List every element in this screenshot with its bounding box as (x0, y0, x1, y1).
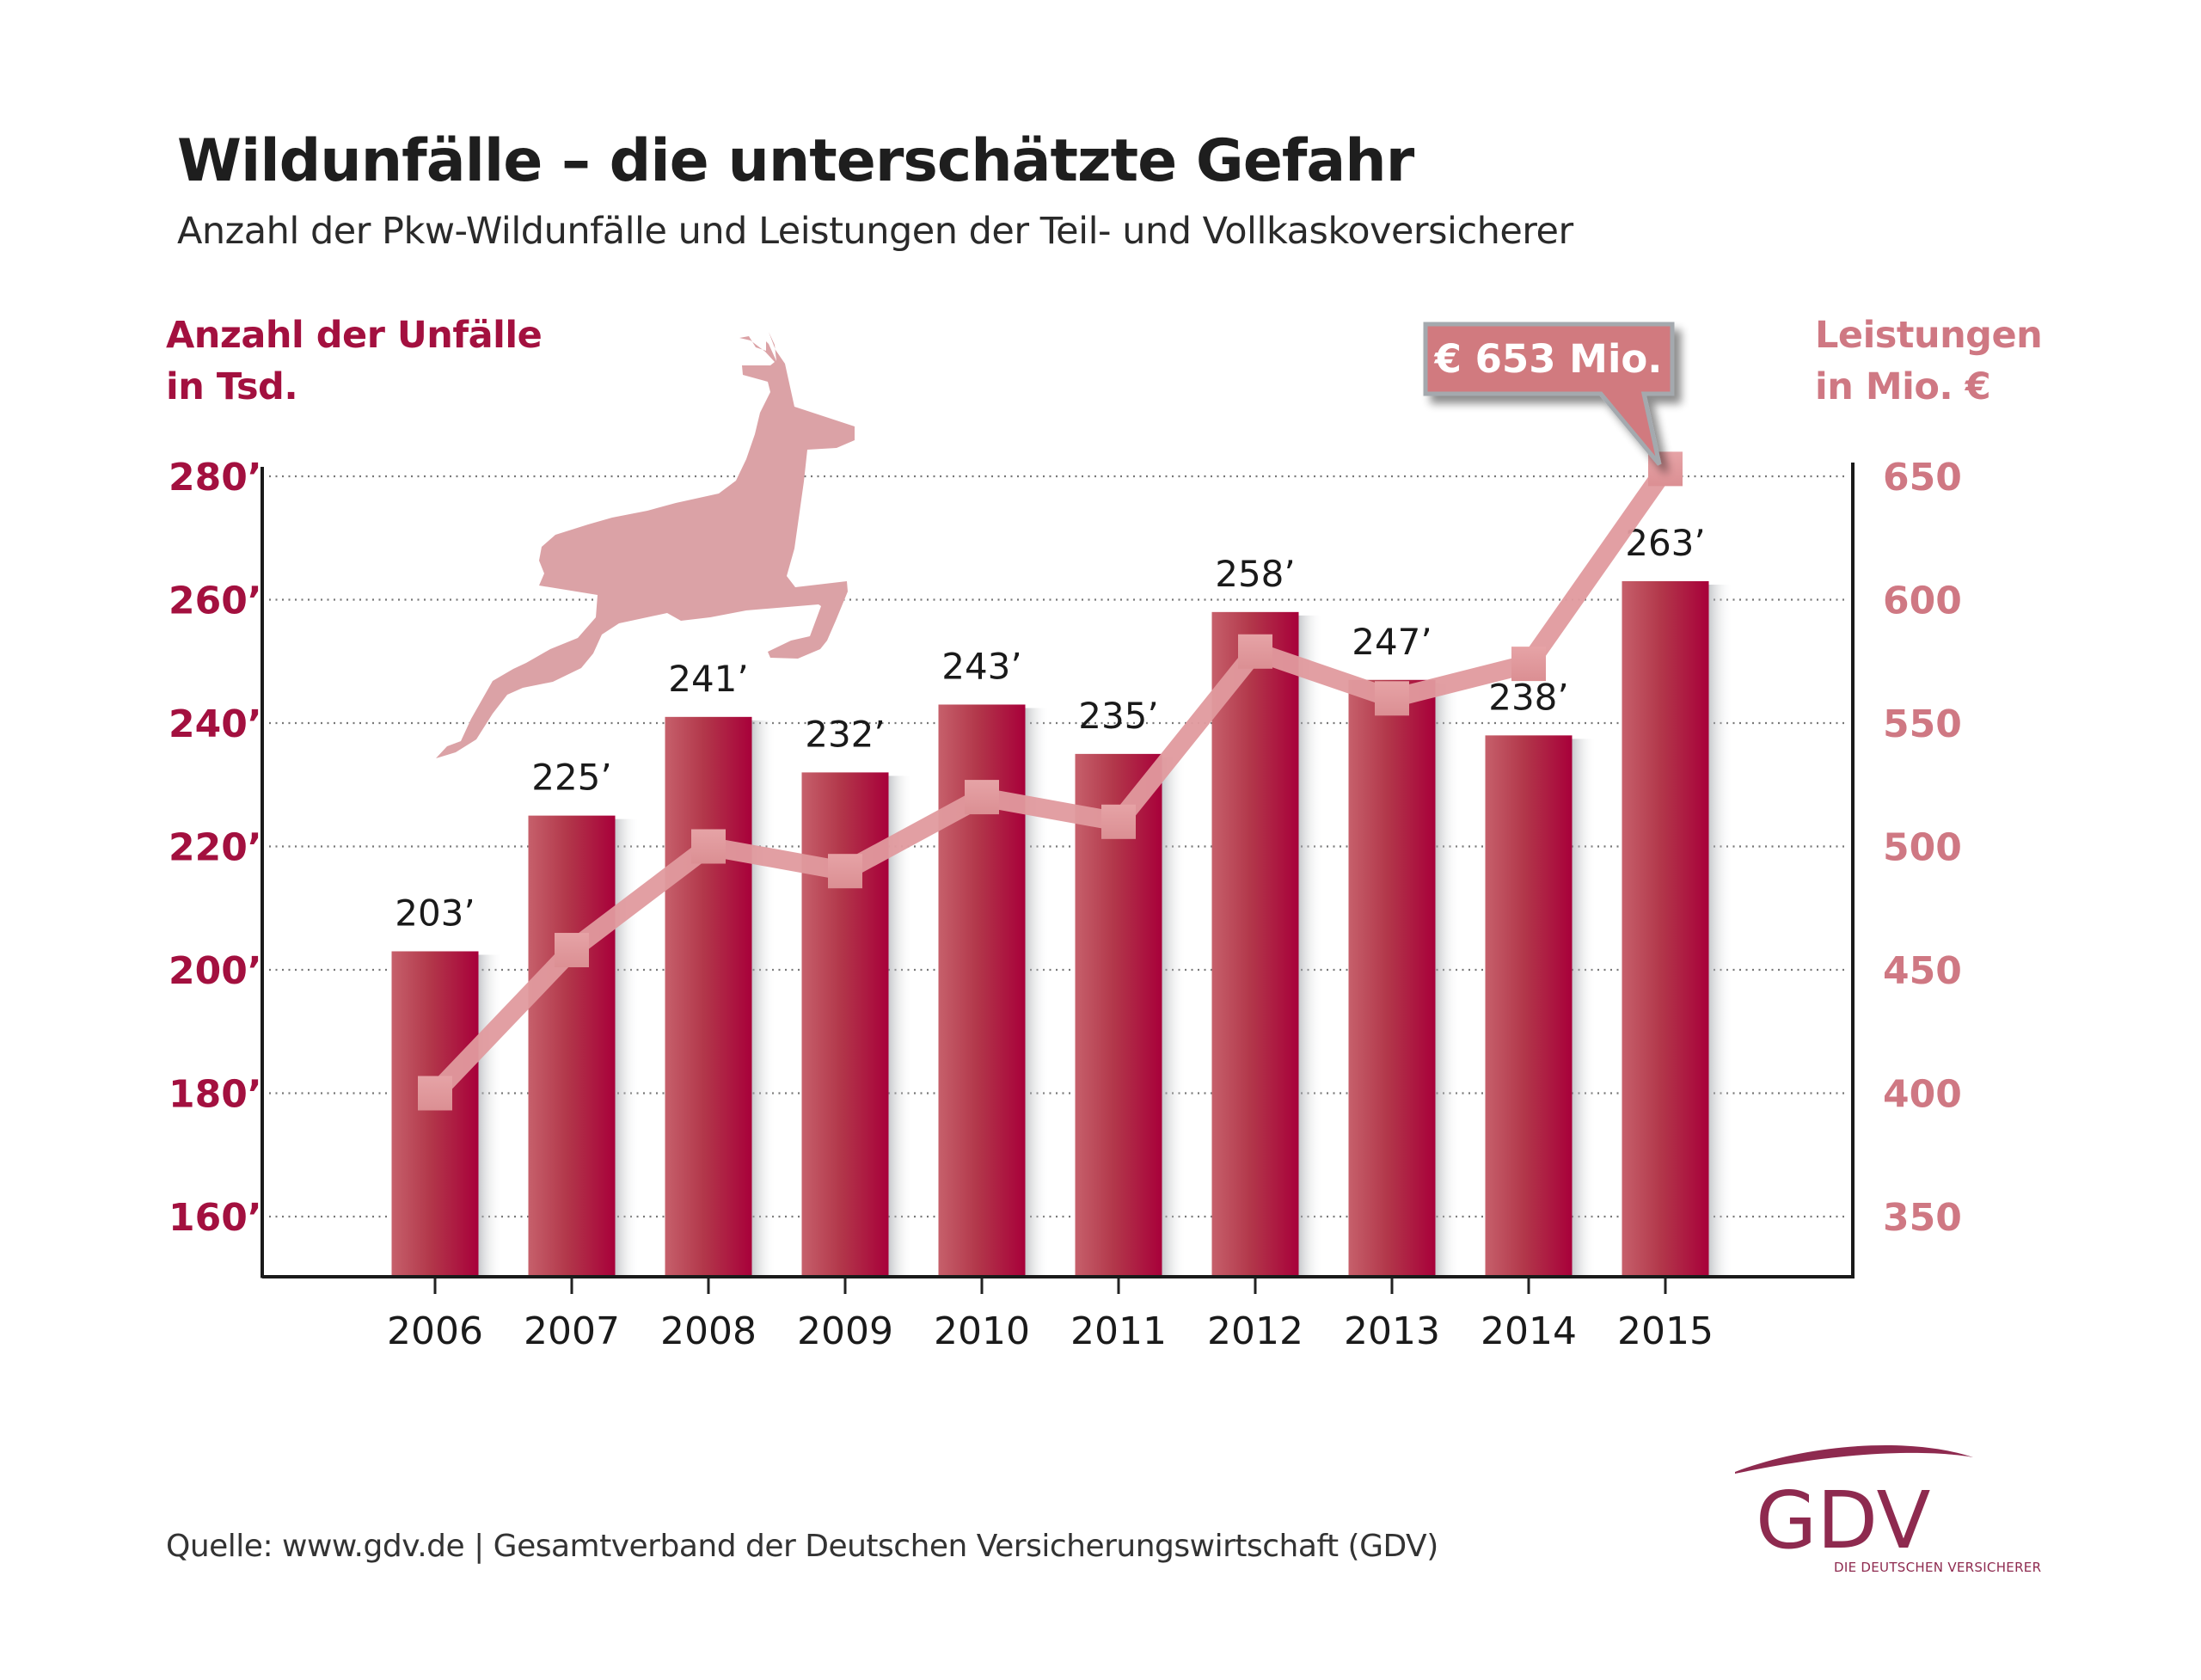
left-axis-tick-label: 180’ (169, 1073, 262, 1117)
left-axis-tick-label: 280’ (169, 456, 262, 500)
x-tick-label-2008: 2008 (660, 1309, 757, 1353)
line-marker-2008 (691, 829, 726, 864)
bar-shadow (1162, 757, 1186, 1277)
callout-shape (1423, 322, 1675, 466)
callout-bubble (1423, 322, 1675, 466)
x-tick-label-2012: 2012 (1207, 1309, 1303, 1353)
right-axis-tick-label: 450 (1883, 949, 1962, 993)
left-axis-title-line1: Anzahl der Unfälle (166, 314, 543, 357)
bar-2014 (1485, 735, 1573, 1277)
bar-2011 (1075, 753, 1162, 1277)
line-series (418, 451, 1683, 1111)
line-marker-2006 (418, 1076, 452, 1111)
line-marker-2012 (1238, 634, 1272, 669)
right-axis-tick-label: 550 (1883, 702, 1962, 746)
x-tick-label-2014: 2014 (1481, 1309, 1577, 1353)
gdv-logo: GDV DIE DEUTSCHEN VERSICHERER (1735, 1444, 2041, 1575)
right-axis-tick-label: 500 (1883, 826, 1962, 870)
right-axis-tick-label: 350 (1883, 1196, 1962, 1240)
right-axis-title-line2: in Mio. € (1815, 365, 1991, 408)
right-axis-tick-label: 650 (1883, 456, 1962, 500)
line-marker-2011 (1101, 804, 1136, 839)
bar-2007 (528, 815, 616, 1277)
gdv-logo-arc (1735, 1444, 1973, 1474)
bar-value-label-2015: 263’ (1625, 522, 1706, 564)
bar-series (391, 580, 1733, 1277)
bar-2012 (1211, 611, 1299, 1277)
x-tick-label-2011: 2011 (1070, 1309, 1167, 1353)
bar-shadow (751, 720, 776, 1277)
bar-2013 (1348, 679, 1436, 1277)
right-axis-tick-label: 400 (1883, 1073, 1962, 1117)
bar-value-label-2006: 203’ (395, 892, 475, 934)
left-axis-tick-label: 160’ (169, 1196, 262, 1240)
bar-value-label-2011: 235’ (1078, 695, 1159, 737)
chart-subtitle: Anzahl der Pkw-Wildunfälle und Leistunge… (177, 210, 1573, 253)
bar-shadow (888, 776, 913, 1277)
bar-value-labels: 203’ 225’ 241’ 232’ 243’ 235’ 258’ 247’ 238’ 263’ (395, 522, 1706, 935)
left-axis-title-line2: in Tsd. (166, 365, 298, 408)
bar-value-label-2012: 258’ (1215, 553, 1296, 595)
line-marker-2013 (1375, 681, 1409, 716)
bar-value-label-2008: 241’ (668, 658, 749, 700)
line-marker-2010 (965, 780, 999, 815)
callout-text: € 653 Mio. (1434, 336, 1663, 382)
bar-2006 (391, 951, 479, 1277)
bar-value-label-2010: 243’ (941, 645, 1022, 687)
bar-value-label-2013: 247’ (1352, 621, 1432, 663)
left-axis-tick-label: 200’ (169, 949, 262, 993)
left-axis-tick-label: 260’ (169, 579, 262, 623)
line-marker-2014 (1511, 647, 1546, 682)
bar-value-label-2014: 238’ (1488, 676, 1569, 718)
bar-shadow (1572, 739, 1597, 1277)
left-axis-title: Anzahl der Unfälle in Tsd. (166, 310, 543, 413)
callout-653-mio: € 653 Mio. (1423, 322, 1675, 466)
left-axis-tick-label: 220’ (169, 826, 262, 870)
bar-shadow (478, 954, 503, 1277)
line-marker-2007 (555, 933, 589, 968)
bar-shadow (1298, 615, 1323, 1277)
line-path (428, 463, 1674, 1101)
gdv-logo-letters: GDV (1756, 1475, 1931, 1567)
left-axis-tick-label: 240’ (169, 702, 262, 746)
right-axis-title-line1: Leistungen (1815, 314, 2043, 357)
axes: 160’ 180’ 200’ 220’ 240’ 260’ 280’ 350 400 450 500… (169, 456, 1962, 1353)
bar-shadow (1025, 708, 1050, 1277)
gridlines (269, 475, 1848, 1218)
x-tick-label-2006: 2006 (387, 1309, 483, 1353)
x-tick-label-2009: 2009 (797, 1309, 893, 1353)
leaping-deer-icon (436, 332, 855, 758)
chart-title: Wildunfälle – die unterschätzte Gefahr (177, 127, 1414, 195)
bar-value-label-2009: 232’ (805, 713, 886, 755)
bar-2008 (665, 716, 752, 1277)
gdv-logo-tagline: DIE DEUTSCHEN VERSICHERER (1834, 1560, 2041, 1575)
bar-2015 (1622, 580, 1709, 1277)
right-axis-tick-label: 600 (1883, 579, 1962, 623)
x-tick-label-2013: 2013 (1344, 1309, 1440, 1353)
source-note: Quelle: www.gdv.de | Gesamtverband der D… (166, 1529, 1438, 1564)
bar-shadow (1435, 683, 1460, 1277)
bar-shadow (1708, 584, 1733, 1277)
right-axis-title: Leistungen in Mio. € (1815, 310, 2043, 413)
x-tick-label-2007: 2007 (524, 1309, 620, 1353)
line-marker-2009 (828, 854, 862, 889)
x-tick-label-2010: 2010 (934, 1309, 1030, 1353)
bar-value-label-2007: 225’ (531, 757, 612, 799)
bar-shadow (615, 819, 640, 1277)
x-tick-label-2015: 2015 (1617, 1309, 1714, 1353)
